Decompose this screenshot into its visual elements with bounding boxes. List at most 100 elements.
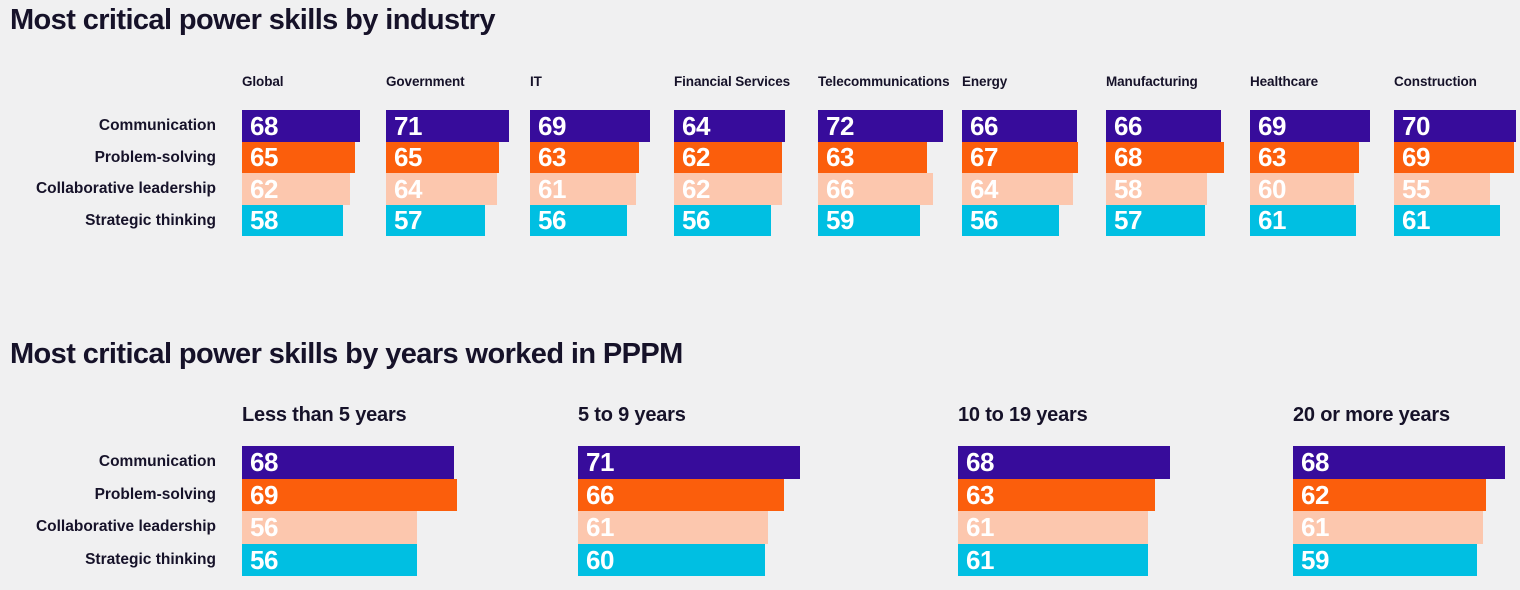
bar-construction-strategic-thinking: 61 (1394, 204, 1500, 236)
bar-government-collaborative-leadership: 64 (386, 173, 498, 205)
row-label-strategic-thinking: Strategic thinking (85, 211, 216, 229)
bar-it-communication: 69 (530, 110, 650, 142)
bar-value-telecommunications-strategic-thinking: 59 (826, 205, 854, 236)
bar-healthcare-strategic-thinking: 61 (1250, 204, 1356, 236)
bar-manufacturing-strategic-thinking: 57 (1106, 204, 1205, 236)
bar-financial-services-collaborative-leadership: 62 (674, 173, 782, 205)
bar-less-than-5-years-collaborative-leadership: 56 (242, 511, 417, 544)
bar-energy-strategic-thinking: 56 (962, 204, 1060, 236)
group-header-10-to-19-years: 10 to 19 years (958, 404, 1088, 426)
bar-energy-collaborative-leadership: 64 (962, 173, 1074, 205)
bar-20-or-more-years-collaborative-leadership: 61 (1293, 511, 1484, 544)
group-header-5-to-9-years: 5 to 9 years (578, 404, 686, 426)
bar-it-strategic-thinking: 56 (530, 204, 628, 236)
bar-5-to-9-years-collaborative-leadership: 61 (578, 511, 769, 544)
bar-value-global-problem-solving: 65 (250, 142, 278, 173)
bar-10-to-19-years-problem-solving: 63 (958, 478, 1155, 511)
bar-government-communication: 71 (386, 110, 510, 142)
bar-value-manufacturing-collaborative-leadership: 58 (1114, 173, 1142, 204)
bar-global-strategic-thinking: 58 (242, 204, 343, 236)
bar-global-communication: 68 (242, 110, 360, 142)
bar-value-government-collaborative-leadership: 64 (394, 173, 422, 204)
bar-value-5-to-9-years-communication: 71 (586, 447, 614, 478)
bar-value-20-or-more-years-collaborative-leadership: 61 (1301, 512, 1329, 543)
bar-telecommunications-strategic-thinking: 59 (818, 204, 921, 236)
group-header-global: Global (242, 74, 284, 89)
group-header-it: IT (530, 74, 542, 89)
bar-value-energy-strategic-thinking: 56 (970, 205, 998, 236)
bar-telecommunications-problem-solving: 63 (818, 141, 928, 173)
group-header-manufacturing: Manufacturing (1106, 74, 1198, 89)
bar-global-collaborative-leadership: 62 (242, 173, 350, 205)
bar-20-or-more-years-problem-solving: 62 (1293, 478, 1487, 511)
bar-value-government-strategic-thinking: 57 (394, 205, 422, 236)
bar-value-telecommunications-communication: 72 (826, 110, 854, 141)
bar-value-energy-communication: 66 (970, 110, 998, 141)
bar-value-it-collaborative-leadership: 61 (538, 173, 566, 204)
bar-financial-services-problem-solving: 62 (674, 141, 782, 173)
bar-value-global-communication: 68 (250, 110, 278, 141)
bar-manufacturing-problem-solving: 68 (1106, 141, 1224, 173)
bar-value-20-or-more-years-problem-solving: 62 (1301, 479, 1329, 510)
bar-government-problem-solving: 65 (386, 141, 499, 173)
bar-government-strategic-thinking: 57 (386, 204, 485, 236)
bar-value-20-or-more-years-strategic-thinking: 59 (1301, 544, 1329, 575)
bar-value-financial-services-strategic-thinking: 56 (682, 205, 710, 236)
bar-manufacturing-communication: 66 (1106, 110, 1221, 142)
bar-5-to-9-years-problem-solving: 66 (578, 478, 784, 511)
bar-it-collaborative-leadership: 61 (530, 173, 636, 205)
bar-construction-communication: 70 (1394, 110, 1516, 142)
industry-chart-title: Most critical power skills by industry (10, 4, 495, 36)
bar-value-construction-communication: 70 (1402, 110, 1430, 141)
bar-healthcare-collaborative-leadership: 60 (1250, 173, 1355, 205)
row-label-communication: Communication (98, 453, 216, 470)
bar-value-healthcare-problem-solving: 63 (1258, 142, 1286, 173)
bar-value-10-to-19-years-collaborative-leadership: 61 (966, 512, 994, 543)
bar-value-global-collaborative-leadership: 62 (250, 173, 278, 204)
bar-value-government-problem-solving: 65 (394, 142, 422, 173)
bar-value-20-or-more-years-communication: 68 (1301, 447, 1329, 478)
bar-financial-services-communication: 64 (674, 110, 786, 142)
bar-telecommunications-communication: 72 (818, 110, 943, 142)
bar-5-to-9-years-communication: 71 (578, 446, 800, 479)
bar-global-problem-solving: 65 (242, 141, 355, 173)
bar-10-to-19-years-strategic-thinking: 61 (958, 543, 1149, 576)
row-label-communication: Communication (98, 117, 216, 134)
row-label-collaborative-leadership: Collaborative leadership (35, 518, 216, 535)
bar-less-than-5-years-problem-solving: 69 (242, 478, 458, 511)
bar-10-to-19-years-communication: 68 (958, 446, 1171, 479)
bar-5-to-9-years-strategic-thinking: 60 (578, 543, 766, 576)
bar-value-construction-collaborative-leadership: 55 (1402, 173, 1430, 204)
group-header-telecommunications: Telecommunications (818, 74, 950, 89)
bar-value-energy-collaborative-leadership: 64 (970, 173, 998, 204)
bar-value-manufacturing-problem-solving: 68 (1114, 142, 1142, 173)
bar-value-construction-problem-solving: 69 (1402, 142, 1430, 173)
bar-value-telecommunications-problem-solving: 63 (826, 142, 854, 173)
bar-value-10-to-19-years-strategic-thinking: 61 (966, 544, 994, 575)
bar-telecommunications-collaborative-leadership: 66 (818, 173, 933, 205)
bar-20-or-more-years-strategic-thinking: 59 (1293, 543, 1478, 576)
group-header-less-than-5-years: Less than 5 years (242, 404, 407, 426)
bar-value-it-problem-solving: 63 (538, 142, 566, 173)
row-label-strategic-thinking: Strategic thinking (85, 550, 216, 568)
row-label-problem-solving: Problem-solving (94, 485, 216, 503)
bar-value-manufacturing-communication: 66 (1114, 110, 1142, 141)
bar-energy-problem-solving: 67 (962, 141, 1079, 173)
bar-value-5-to-9-years-problem-solving: 66 (586, 479, 614, 510)
bar-value-manufacturing-strategic-thinking: 57 (1114, 205, 1142, 236)
bar-healthcare-problem-solving: 63 (1250, 141, 1360, 173)
bar-value-global-strategic-thinking: 58 (250, 205, 278, 236)
bar-value-telecommunications-collaborative-leadership: 66 (826, 173, 854, 204)
bar-manufacturing-collaborative-leadership: 58 (1106, 173, 1207, 205)
bar-value-construction-strategic-thinking: 61 (1402, 205, 1430, 236)
row-label-collaborative-leadership: Collaborative leadership (35, 180, 216, 197)
bar-construction-problem-solving: 69 (1394, 141, 1514, 173)
bar-value-5-to-9-years-strategic-thinking: 60 (586, 544, 614, 575)
pppm-chart-title: Most critical power skills by years work… (10, 338, 683, 370)
bar-construction-collaborative-leadership: 55 (1394, 173, 1490, 205)
bar-healthcare-communication: 69 (1250, 110, 1370, 142)
bar-value-financial-services-problem-solving: 62 (682, 142, 710, 173)
bar-value-financial-services-collaborative-leadership: 62 (682, 173, 710, 204)
